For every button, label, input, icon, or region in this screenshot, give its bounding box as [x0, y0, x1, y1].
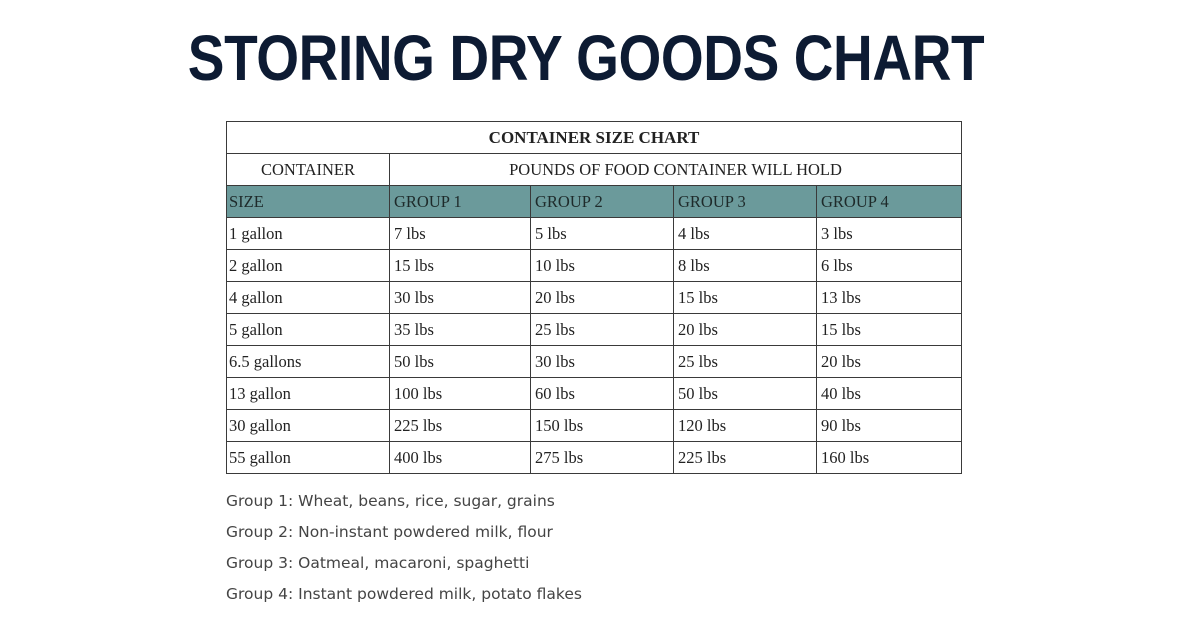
header-pounds: POUNDS OF FOOD CONTAINER WILL HOLD — [388, 153, 963, 186]
group-2-cell: 150 lbs — [530, 409, 674, 442]
group-4-cell: 6 lbs — [815, 249, 963, 282]
group-3-cell: 25 lbs — [673, 345, 817, 378]
group-2-cell: 60 lbs — [530, 377, 674, 410]
table-row: 2 gallon 15 lbs 10 lbs 8 lbs 6 lbs — [226, 249, 963, 282]
group-2-cell: 275 lbs — [530, 441, 674, 474]
size-cell: 30 gallon — [226, 409, 390, 442]
column-header-group-3: GROUP 3 — [673, 185, 817, 218]
legend-item-group-2: Group 2: Non-instant powdered milk, flou… — [226, 523, 553, 541]
table-row: 5 gallon 35 lbs 25 lbs 20 lbs 15 lbs — [226, 313, 963, 346]
group-3-cell: 15 lbs — [673, 281, 817, 314]
table-row: 1 gallon 7 lbs 5 lbs 4 lbs 3 lbs — [226, 217, 963, 250]
header-container: CONTAINER — [226, 153, 390, 186]
table-row: 6.5 gallons 50 lbs 30 lbs 25 lbs 20 lbs — [226, 345, 963, 378]
container-size-table: CONTAINER SIZE CHART CONTAINER POUNDS OF… — [225, 121, 963, 474]
group-2-cell: 20 lbs — [530, 281, 674, 314]
group-2-cell: 30 lbs — [530, 345, 674, 378]
page-title: STORING DRY GOODS CHART — [187, 22, 985, 94]
table-row: 55 gallon 400 lbs 275 lbs 225 lbs 160 lb… — [226, 441, 963, 474]
column-header-group-4: GROUP 4 — [815, 185, 963, 218]
column-header-row: SIZE GROUP 1 GROUP 2 GROUP 3 GROUP 4 — [226, 185, 963, 218]
group-3-cell: 4 lbs — [673, 217, 817, 250]
table-row: 30 gallon 225 lbs 150 lbs 120 lbs 90 lbs — [226, 409, 963, 442]
column-header-size: SIZE — [226, 185, 390, 218]
size-cell: 13 gallon — [226, 377, 390, 410]
group-2-cell: 10 lbs — [530, 249, 674, 282]
size-cell: 2 gallon — [226, 249, 390, 282]
group-3-cell: 50 lbs — [673, 377, 817, 410]
group-4-cell: 3 lbs — [815, 217, 963, 250]
group-2-cell: 5 lbs — [530, 217, 674, 250]
size-cell: 5 gallon — [226, 313, 390, 346]
group-3-cell: 120 lbs — [673, 409, 817, 442]
table-caption: CONTAINER SIZE CHART — [225, 121, 963, 154]
column-header-group-2: GROUP 2 — [530, 185, 674, 218]
group-1-cell: 30 lbs — [389, 281, 531, 314]
group-4-cell: 90 lbs — [815, 409, 963, 442]
size-cell: 6.5 gallons — [226, 345, 390, 378]
group-1-cell: 35 lbs — [389, 313, 531, 346]
group-3-cell: 20 lbs — [673, 313, 817, 346]
group-2-cell: 25 lbs — [530, 313, 674, 346]
group-4-cell: 15 lbs — [815, 313, 963, 346]
size-cell: 4 gallon — [226, 281, 390, 314]
group-4-cell: 13 lbs — [815, 281, 963, 314]
size-cell: 55 gallon — [226, 441, 390, 474]
group-3-cell: 8 lbs — [673, 249, 817, 282]
group-4-cell: 40 lbs — [815, 377, 963, 410]
group-1-cell: 15 lbs — [389, 249, 531, 282]
group-4-cell: 160 lbs — [815, 441, 963, 474]
group-1-cell: 100 lbs — [389, 377, 531, 410]
group-1-cell: 225 lbs — [389, 409, 531, 442]
table-row: 4 gallon 30 lbs 20 lbs 15 lbs 13 lbs — [226, 281, 963, 314]
legend-item-group-3: Group 3: Oatmeal, macaroni, spaghetti — [226, 554, 530, 572]
legend-item-group-1: Group 1: Wheat, beans, rice, sugar, grai… — [226, 492, 555, 510]
table-row: 13 gallon 100 lbs 60 lbs 50 lbs 40 lbs — [226, 377, 963, 410]
group-1-cell: 7 lbs — [389, 217, 531, 250]
group-1-cell: 50 lbs — [389, 345, 531, 378]
group-legend: Group 1: Wheat, beans, rice, sugar, grai… — [226, 488, 582, 612]
group-3-cell: 225 lbs — [673, 441, 817, 474]
size-cell: 1 gallon — [226, 217, 390, 250]
column-header-group-1: GROUP 1 — [389, 185, 531, 218]
group-4-cell: 20 lbs — [815, 345, 963, 378]
group-1-cell: 400 lbs — [389, 441, 531, 474]
legend-item-group-4: Group 4: Instant powdered milk, potato f… — [226, 585, 582, 603]
